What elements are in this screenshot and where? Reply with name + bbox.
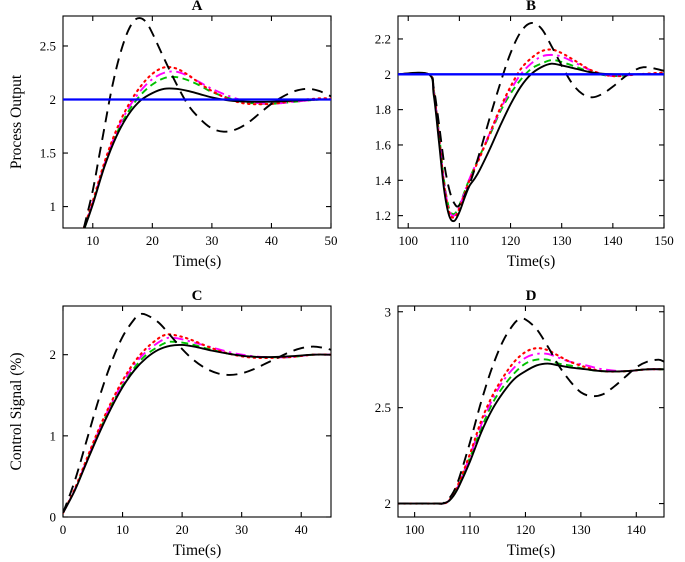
y-tick-label: 1.5 (40, 146, 56, 161)
x-tick-label: 110 (461, 522, 480, 537)
y-axis-label: Control Signal (%) (8, 353, 25, 471)
x-axis-label: Time(s) (173, 253, 222, 270)
y-tick-label: 1.2 (375, 208, 391, 223)
subplot-C: 0 10 20 30 40 0 1 2 C Time(s) Control Signal (%) (8, 288, 332, 559)
x-tick-label: 20 (146, 233, 159, 248)
series-green-dashed (398, 59, 664, 216)
x-tick-label: 110 (450, 233, 469, 248)
x-tick-label: 30 (235, 522, 248, 537)
series-black-solid (83, 87, 331, 228)
y-tick-label: 2 (385, 496, 392, 511)
y-tick-label: 2 (50, 347, 57, 362)
subplot-title-A: A (192, 0, 203, 14)
series-magenta-dashdot (83, 70, 331, 228)
x-tick-label: 40 (265, 233, 278, 248)
x-tick-label: 150 (654, 233, 674, 248)
series-red-dotted (82, 65, 331, 228)
x-tick-label: 100 (405, 522, 425, 537)
series-black-dashed (398, 317, 664, 505)
y-tick-label: 1 (50, 199, 57, 214)
subplot-title-B: B (526, 0, 536, 14)
x-tick-label: 20 (176, 522, 189, 537)
series-black-dashed (82, 17, 331, 228)
x-tick-label: 10 (116, 522, 129, 537)
subplot-title-C: C (192, 288, 203, 304)
x-tick-label: 50 (325, 233, 338, 248)
y-tick-label: 2.5 (40, 38, 56, 53)
y-tick-label: 2.2 (375, 31, 391, 46)
series-black-dashed (398, 22, 664, 208)
x-tick-label: 40 (295, 522, 308, 537)
subplot-B: 100 110 120 130 140 150 1.2 1.4 1.6 1.8 2 2.2 B Time(… (375, 0, 674, 270)
x-tick-label: 30 (205, 233, 218, 248)
x-tick-label: 140 (603, 233, 623, 248)
x-tick-label: 120 (516, 522, 536, 537)
series-black-solid (398, 362, 664, 505)
subplot-A: 10 20 30 40 50 1 1.5 2 2.5 A Time(s) Process Output (8, 0, 338, 270)
x-tick-label: 130 (571, 522, 591, 537)
series-magenta-dashdot (398, 352, 664, 505)
y-tick-label: 1.4 (375, 173, 392, 188)
subplot-D: 100 110 120 130 140 2 2.5 3 D Time(s) (375, 288, 665, 559)
x-tick-label: 140 (627, 522, 647, 537)
y-axis-label: Process Output (8, 74, 25, 169)
series-black-solid (63, 343, 331, 514)
y-tick-label: 1 (50, 428, 57, 443)
x-tick-label: 0 (60, 522, 67, 537)
x-axis-label: Time(s) (507, 253, 556, 270)
y-tick-label: 1.8 (375, 102, 391, 117)
axes-box (62, 305, 332, 518)
axes-box (397, 15, 665, 229)
x-axis-label: Time(s) (507, 542, 556, 559)
y-tick-label: 0 (50, 510, 57, 525)
y-tick-label: 2.5 (375, 400, 391, 415)
x-tick-label: 10 (86, 233, 99, 248)
series-red-dotted (63, 333, 331, 514)
y-tick-label: 2 (50, 92, 57, 107)
y-tick-label: 3 (385, 304, 392, 319)
x-tick-label: 130 (552, 233, 572, 248)
x-axis-label: Time(s) (173, 542, 222, 559)
x-tick-label: 100 (398, 233, 418, 248)
axes-box (62, 15, 332, 229)
axes-box (397, 305, 665, 518)
subplot-title-D: D (526, 288, 537, 304)
series-black-solid (398, 62, 664, 223)
y-tick-label: 1.6 (375, 137, 392, 152)
x-tick-label: 120 (501, 233, 521, 248)
y-tick-label: 2 (385, 67, 392, 82)
